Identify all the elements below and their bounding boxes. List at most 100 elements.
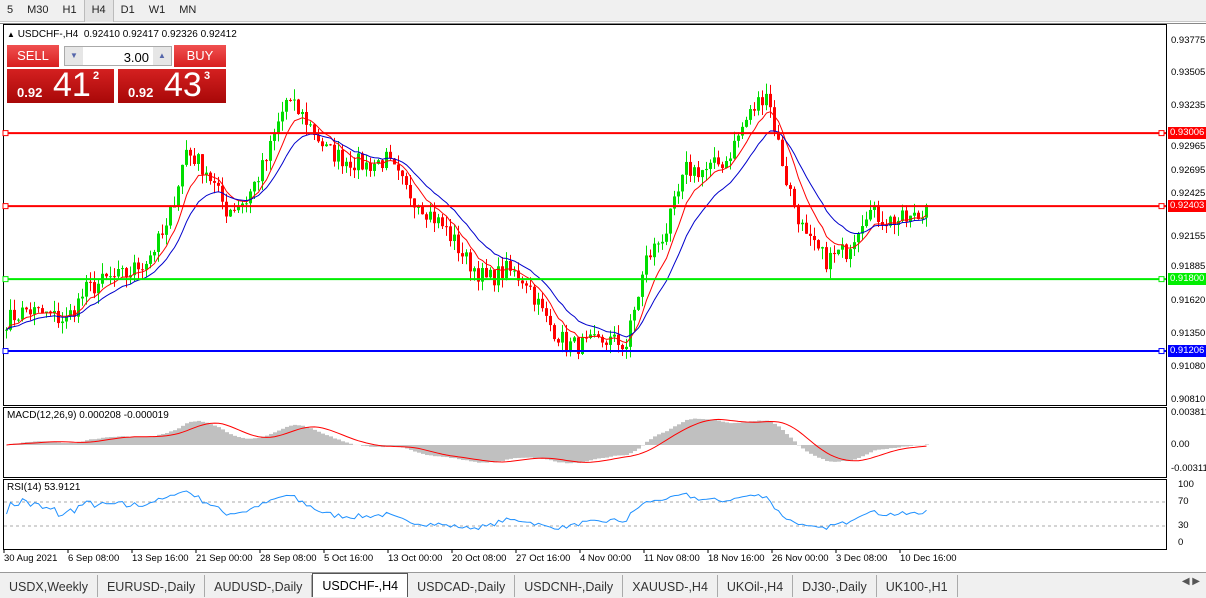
candle-body: [117, 269, 120, 277]
macd-histogram-bar: [77, 442, 81, 445]
candle-body: [229, 209, 232, 217]
candle-body: [773, 107, 776, 132]
candle-body: [429, 211, 432, 220]
chart-tab[interactable]: UKOil-,H4: [718, 575, 794, 597]
rsi-axis-label: 70: [1178, 496, 1189, 508]
candle-body: [433, 211, 436, 224]
chart-tab[interactable]: EURUSD-,Daily: [98, 575, 206, 597]
lot-size-input[interactable]: ▼ 3.00 ▲: [64, 46, 172, 66]
candle-body: [681, 174, 684, 192]
chart-tab[interactable]: USDX,Weekly: [0, 575, 98, 597]
price-axis-label: 0.90810: [1171, 393, 1206, 405]
candle-body: [873, 205, 876, 210]
macd-histogram-bar: [905, 445, 909, 447]
macd-histogram-bar: [505, 445, 509, 460]
macd-histogram-bar: [861, 445, 865, 457]
candle-body: [189, 149, 192, 156]
candle-body: [113, 276, 116, 278]
macd-histogram-bar: [709, 419, 713, 445]
macd-histogram-bar: [517, 445, 521, 458]
candle-body: [757, 97, 760, 111]
timeframe-d1[interactable]: D1: [120, 4, 135, 16]
macd-histogram-bar: [497, 445, 501, 462]
candle-body: [29, 309, 32, 315]
candle-body: [237, 206, 240, 211]
macd-histogram-bar: [605, 445, 609, 458]
macd-histogram-bar: [297, 425, 301, 445]
candle-body: [593, 334, 596, 336]
macd-histogram-bar: [873, 445, 877, 451]
lot-value[interactable]: 3.00: [123, 50, 149, 65]
tab-scroll-arrows-icon[interactable]: ◀ ▶: [1181, 576, 1200, 587]
candle-body: [305, 112, 308, 125]
macd-histogram-bar: [233, 435, 237, 445]
macd-histogram-bar: [537, 445, 541, 459]
timeframe-mn[interactable]: MN: [179, 4, 197, 16]
candle-body: [557, 339, 560, 343]
macd-histogram-bar: [729, 423, 733, 445]
chart-tab[interactable]: UK100-,H1: [877, 575, 958, 597]
candle-body: [241, 203, 244, 207]
chart-tab[interactable]: XAUUSD-,H4: [623, 575, 718, 597]
candle-body: [257, 181, 260, 183]
rsi-panel-border: [3, 479, 1167, 550]
candle-body: [753, 109, 756, 111]
increase-lot-icon[interactable]: ▲: [153, 47, 171, 65]
candle-body: [893, 216, 896, 226]
chart-tab[interactable]: USDCHF-,H4: [312, 573, 409, 597]
macd-histogram-bar: [557, 445, 561, 463]
candle-body: [525, 283, 528, 286]
chart-tab[interactable]: DJ30-,Daily: [793, 575, 877, 597]
candle-body: [541, 298, 544, 309]
candle-body: [673, 196, 676, 209]
macd-histogram-bar: [673, 426, 677, 445]
candle-body: [37, 307, 40, 309]
timeframe-w1[interactable]: W1: [148, 4, 166, 16]
sell-price[interactable]: 0.92 41 2: [7, 66, 114, 104]
macd-histogram-bar: [693, 418, 697, 445]
chart-tab[interactable]: AUDUSD-,Daily: [205, 575, 313, 597]
candle-body: [209, 172, 212, 182]
price-axis-label: 0.91080: [1171, 360, 1206, 372]
macd-histogram-bar: [205, 422, 209, 445]
sell-button[interactable]: SELL: [7, 45, 59, 67]
candle-body: [301, 112, 304, 115]
macd-histogram-bar: [897, 445, 901, 448]
price-axis-label: 0.93235: [1171, 99, 1206, 111]
timeframe-5[interactable]: 5: [7, 4, 14, 16]
candle-body: [85, 281, 88, 297]
macd-histogram-bar: [365, 445, 369, 447]
candle-body: [141, 269, 144, 271]
decrease-lot-icon[interactable]: ▼: [65, 47, 83, 65]
timeframe-h4[interactable]: H4: [83, 0, 114, 22]
macd-histogram-bar: [373, 445, 377, 447]
buy-button[interactable]: BUY: [174, 45, 226, 67]
macd-histogram-bar: [869, 445, 873, 453]
macd-histogram-bar: [573, 445, 577, 463]
candle-body: [269, 140, 272, 161]
macd-histogram-bar: [609, 445, 613, 457]
candle-body: [181, 164, 184, 187]
candle-body: [717, 157, 720, 165]
macd-histogram-bar: [145, 436, 149, 445]
candle-body: [437, 217, 440, 224]
macd-histogram-bar: [449, 445, 453, 458]
price-axis-label: 0.93775: [1171, 34, 1206, 46]
macd-histogram-bar: [201, 421, 205, 445]
chart-canvas[interactable]: [0, 0, 1206, 572]
timeframe-m30[interactable]: M30: [27, 4, 49, 16]
chart-tab[interactable]: USDCAD-,Daily: [408, 575, 516, 597]
candle-body: [645, 255, 648, 275]
macd-histogram-bar: [689, 419, 693, 445]
candle-body: [477, 268, 480, 282]
macd-histogram-bar: [893, 445, 897, 448]
buy-price[interactable]: 0.92 43 3: [118, 66, 226, 104]
macd-histogram-bar: [321, 433, 325, 445]
macd-histogram-bar: [281, 428, 285, 445]
macd-histogram-bar: [437, 445, 441, 457]
candle-body: [649, 255, 652, 258]
chart-tab[interactable]: USDCNH-,Daily: [515, 575, 624, 597]
timeframe-h1[interactable]: H1: [62, 4, 77, 16]
macd-histogram-bar: [305, 427, 309, 445]
collapse-triangle-icon[interactable]: ▲: [7, 30, 15, 39]
